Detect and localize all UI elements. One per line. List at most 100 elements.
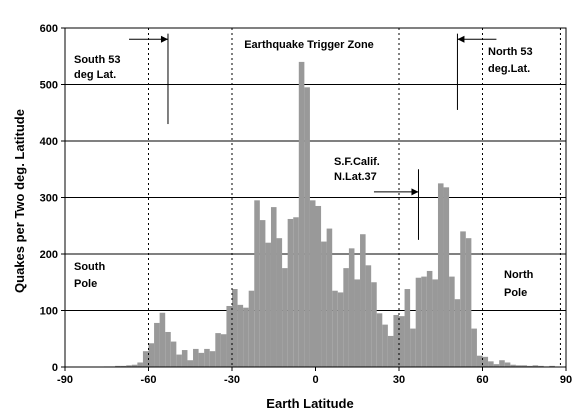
y-axis-ticks: 0 100 200 300 400 500 600 <box>40 23 65 374</box>
histogram-bar <box>437 183 444 367</box>
x-tick-label-0: 0 <box>312 374 318 386</box>
histogram-bar <box>204 348 210 367</box>
y-axis-title: Quakes per Two deg. Latitude <box>12 109 27 293</box>
sf-calif-label-line1: S.F.Calif. <box>334 156 380 168</box>
histogram-bar <box>237 304 244 367</box>
x-tick-label-90: 90 <box>560 374 572 386</box>
histogram-bar <box>115 365 121 367</box>
south-53-label-line2: deg Lat. <box>74 69 116 81</box>
y-tick-label-600: 600 <box>40 23 58 35</box>
histogram-bar <box>193 348 199 367</box>
histogram-bar <box>131 364 138 367</box>
histogram-bar <box>538 365 544 367</box>
y-tick-label-500: 500 <box>40 80 58 92</box>
histogram-bar <box>270 207 277 367</box>
histogram-bar <box>220 334 227 367</box>
reference-lines <box>148 28 561 367</box>
histogram-bar <box>521 365 528 367</box>
histogram-bar <box>421 276 427 367</box>
histogram-bar <box>393 315 399 367</box>
north-53-label-line2: deg.Lat. <box>488 63 530 75</box>
histogram-bar <box>471 328 477 367</box>
north53-arrow-head <box>457 35 465 43</box>
histogram-bar <box>426 270 433 367</box>
histogram-bar <box>482 356 489 367</box>
histogram-bar <box>510 364 516 367</box>
histogram-bar <box>248 290 255 367</box>
histogram-bar <box>209 351 216 367</box>
histogram-bar <box>443 187 450 367</box>
x-tick-label--30: -30 <box>224 374 240 386</box>
histogram-bar <box>449 276 455 367</box>
histogram-bar <box>321 241 327 367</box>
histogram-bar <box>287 218 294 367</box>
histogram-bar <box>298 61 305 368</box>
histogram-bar <box>232 289 238 367</box>
histogram-bar <box>226 305 232 367</box>
histogram-bar <box>549 365 555 367</box>
north-pole-label-line1: North <box>504 269 534 281</box>
histogram-bar <box>488 361 494 367</box>
histogram-bars <box>103 61 555 368</box>
histogram-bar <box>276 238 283 367</box>
histogram-bar <box>343 268 349 367</box>
histogram-bar <box>432 279 438 367</box>
histogram-bar <box>198 352 205 367</box>
sf-calif-label-line2: N.Lat.37 <box>334 171 377 183</box>
histogram-bar <box>265 242 271 367</box>
histogram-bar <box>493 364 500 367</box>
north-pole-label-line2: Pole <box>504 287 527 299</box>
histogram-bar <box>415 277 422 367</box>
y-tick-label-300: 300 <box>40 193 58 205</box>
x-axis-title: Earth Latitude <box>266 396 353 411</box>
histogram-bar <box>293 217 299 367</box>
histogram-bar <box>309 200 316 367</box>
histogram-bar <box>315 205 322 367</box>
histogram-bar <box>259 220 266 367</box>
histogram-bar <box>515 365 522 367</box>
histogram-bar <box>532 365 539 367</box>
histogram-bar <box>382 324 388 367</box>
sfcalif-arrow-head <box>411 188 419 196</box>
histogram-bar <box>337 292 344 367</box>
histogram-bar <box>354 279 361 367</box>
histogram-bar <box>137 362 143 367</box>
histogram-bar <box>148 343 155 367</box>
x-axis-ticks: -90 -60 -30 0 30 60 90 <box>57 367 572 386</box>
x-tick-label--90: -90 <box>57 374 73 386</box>
x-tick-label-30: 30 <box>393 374 405 386</box>
histogram-bar <box>326 228 333 367</box>
histogram-bar <box>215 333 221 367</box>
x-tick-label--60: -60 <box>141 374 157 386</box>
histogram-bar <box>504 362 511 367</box>
histogram-bar <box>371 282 377 367</box>
histogram-bar <box>165 331 171 367</box>
histogram-bar <box>376 313 383 367</box>
y-tick-label-200: 200 <box>40 249 58 261</box>
histogram-bar <box>476 355 483 367</box>
histogram-bar <box>181 350 188 367</box>
histogram-bar <box>170 341 177 367</box>
histogram-bar <box>399 316 405 367</box>
histogram-bar <box>465 238 472 367</box>
histogram-bar <box>243 307 249 367</box>
histogram-bar <box>460 231 466 367</box>
y-tick-label-400: 400 <box>40 136 58 148</box>
histogram-bar <box>527 365 533 367</box>
south-pole-label-line2: Pole <box>74 278 97 290</box>
histogram-bar <box>348 248 355 367</box>
histogram-bar <box>159 312 166 367</box>
histogram-bar <box>282 268 288 367</box>
histogram-bar <box>187 360 194 367</box>
x-tick-label-60: 60 <box>476 374 488 386</box>
trigger-zone-label: Earthquake Trigger Zone <box>244 39 374 51</box>
y-tick-label-0: 0 <box>52 362 58 374</box>
histogram-bar <box>387 335 394 367</box>
histogram-bar <box>142 351 149 367</box>
south-pole-label-line1: South <box>74 261 105 273</box>
histogram-bar <box>120 365 127 367</box>
histogram-bar <box>176 354 182 367</box>
histogram-bar <box>126 365 132 367</box>
histogram-bar <box>365 265 372 367</box>
